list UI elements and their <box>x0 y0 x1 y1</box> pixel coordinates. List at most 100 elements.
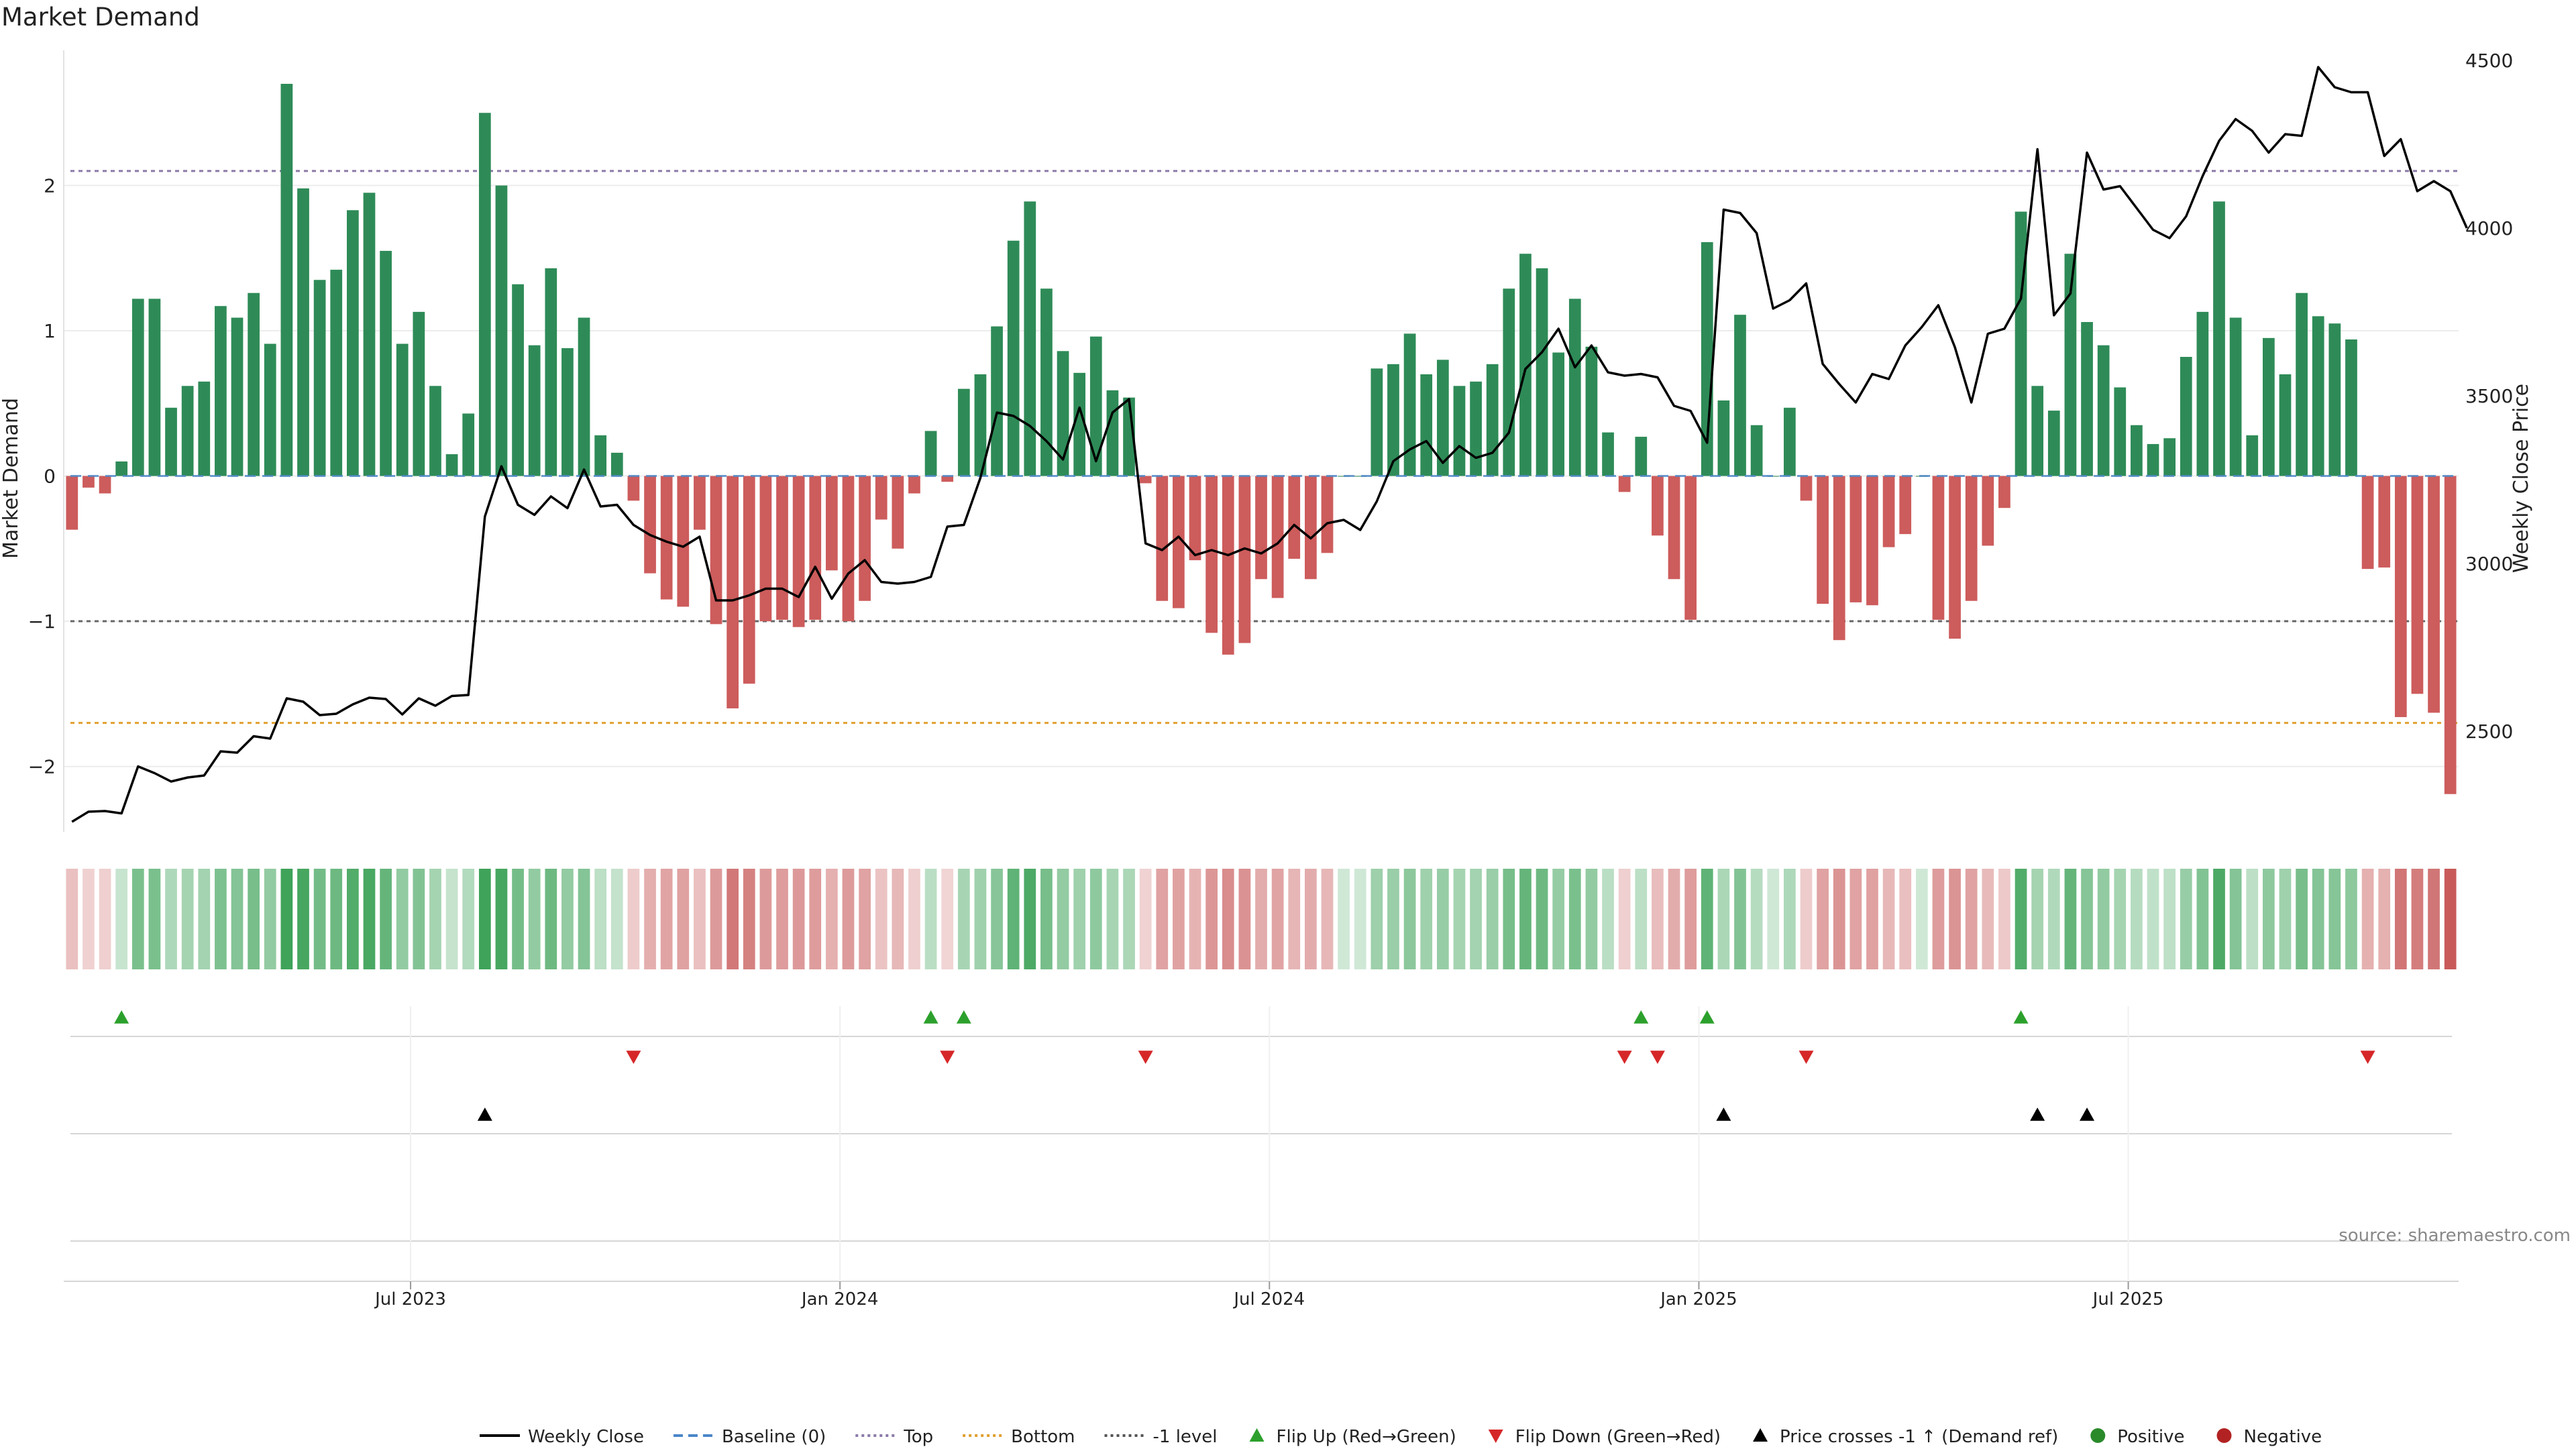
heat-cell <box>445 869 458 969</box>
demand-bar <box>2097 345 2110 476</box>
demand-bar <box>776 476 788 620</box>
heat-cell <box>1519 869 1532 969</box>
heat-cell <box>1635 869 1648 969</box>
demand-bar <box>115 461 128 476</box>
heat-cell <box>2097 869 2110 969</box>
flip-down-marker <box>1617 1051 1632 1064</box>
y2-tick-label: 3000 <box>2465 553 2513 575</box>
y-tick-label: −2 <box>28 756 56 778</box>
heat-cell <box>1089 869 1102 969</box>
demand-bar <box>1982 476 1994 546</box>
heat-cell <box>1288 869 1301 969</box>
heat-cell <box>1205 869 1218 969</box>
heat-cell <box>2081 869 2093 969</box>
heat-cell <box>743 869 755 969</box>
heat-cell <box>2279 869 2292 969</box>
demand-bar <box>1205 476 1218 633</box>
heat-cell <box>131 869 144 969</box>
demand-bar <box>462 413 475 476</box>
demand-bar <box>264 343 276 476</box>
legend-item: Negative <box>2216 1427 2322 1447</box>
demand-bar <box>1304 476 1317 580</box>
heat-cell <box>1354 869 1366 969</box>
flip-markers <box>64 1010 2459 1282</box>
demand-bar <box>1420 374 1433 476</box>
demand-bar <box>1503 288 1515 476</box>
heat-cell <box>1173 869 1185 969</box>
heat-cell <box>957 869 970 969</box>
demand-bar <box>445 454 458 476</box>
demand-bar <box>825 476 838 571</box>
heat-cell <box>1982 869 1994 969</box>
heat-cell <box>396 869 409 969</box>
heat-cell <box>248 869 260 969</box>
demand-bar <box>1618 476 1631 492</box>
y-tick-label: 2 <box>44 175 56 197</box>
heat-cell <box>1371 869 1383 969</box>
heat-cell <box>578 869 590 969</box>
x-tick-label: Jul 2023 <box>374 1289 446 1309</box>
heat-cell <box>1552 869 1565 969</box>
demand-bar <box>1684 476 1697 620</box>
demand-bar <box>908 476 920 494</box>
demand-bar <box>1073 372 1086 476</box>
heat-cell <box>66 869 78 969</box>
heat-cell <box>1998 869 2010 969</box>
heat-cell <box>1684 869 1697 969</box>
demand-bar <box>2147 443 2159 476</box>
axes: −2 −1 0 1 2 2500 3000 3500 4000 4500 <box>28 50 2513 832</box>
demand-bar <box>2081 322 2093 476</box>
demand-bar <box>313 280 326 476</box>
demand-bar <box>1668 476 1680 580</box>
heat-cell <box>1833 869 1845 969</box>
heat-cell <box>2296 869 2308 969</box>
heat-cell <box>1882 869 1895 969</box>
weekly-close-line <box>71 66 2468 823</box>
heat-cell <box>313 869 326 969</box>
demand-bar <box>330 270 343 476</box>
demand-bar <box>2328 323 2341 476</box>
heat-cell <box>181 869 194 969</box>
demand-bar <box>1470 381 1482 476</box>
demand-bar <box>2163 438 2176 476</box>
legend-swatch-triangle-down <box>1488 1430 1503 1443</box>
demand-bar <box>2279 374 2292 476</box>
demand-bar <box>2361 476 2374 570</box>
demand-bar <box>660 476 673 600</box>
demand-bar <box>578 317 590 476</box>
demand-bar <box>1552 352 1565 476</box>
heat-cell <box>859 869 871 969</box>
demand-bar <box>1371 368 1383 476</box>
demand-bar <box>512 284 524 476</box>
demand-bar <box>1354 476 1366 477</box>
demand-bar <box>478 113 491 476</box>
demand-bar <box>1734 315 1746 476</box>
heat-cell <box>545 869 557 969</box>
heat-cell <box>2047 869 2060 969</box>
legend-item: -1 level <box>1104 1427 1218 1447</box>
legend-label: -1 level <box>1153 1427 1218 1447</box>
demand-bar <box>1866 476 1878 606</box>
heat-cell <box>2428 869 2440 969</box>
demand-bar <box>2262 337 2275 476</box>
heat-cell <box>2180 869 2192 969</box>
legend-label: Bottom <box>1011 1427 1075 1447</box>
demand-bar <box>2031 386 2044 476</box>
heat-cell <box>1024 869 1036 969</box>
demand-bar <box>2213 201 2225 476</box>
demand-bar <box>1750 425 1763 476</box>
heat-cell <box>892 869 904 969</box>
heat-cell <box>215 869 227 969</box>
demand-bar <box>380 250 392 476</box>
legend-item: Flip Up (Red→Green) <box>1249 1427 1456 1447</box>
heat-cell <box>1536 869 1548 969</box>
heat-cell <box>776 869 788 969</box>
demand-bar <box>859 476 871 601</box>
legend-item: Weekly Close <box>480 1427 644 1447</box>
heat-cell <box>1156 869 1169 969</box>
heat-cell <box>1222 869 1234 969</box>
demand-bar <box>610 452 623 476</box>
legend-label: Negative <box>2244 1427 2322 1447</box>
demand-bar <box>1271 476 1284 598</box>
demand-bar <box>495 185 508 476</box>
